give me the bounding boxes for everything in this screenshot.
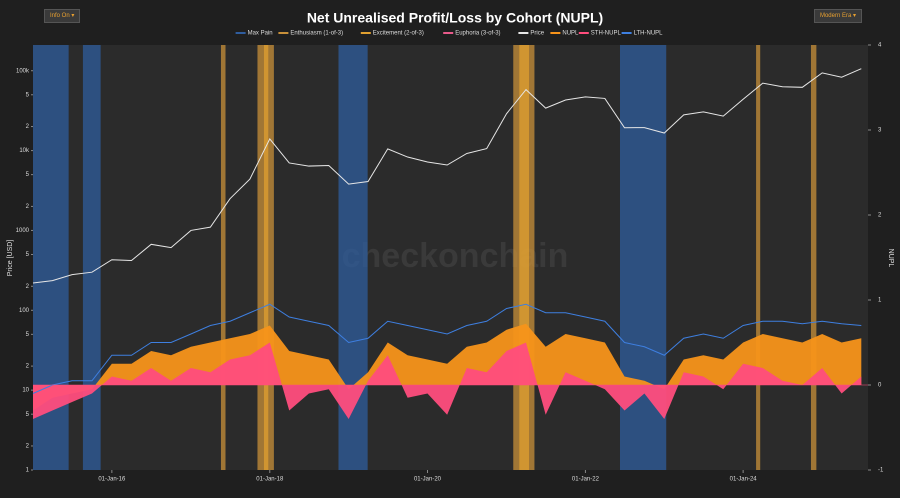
- legend-label: Enthusiasm (1-of-3): [290, 31, 343, 37]
- y2-tick-label: -1: [878, 468, 884, 474]
- y-tick-label: 5: [26, 252, 30, 258]
- x-tick-label: 01-Jan-24: [730, 477, 758, 483]
- legend-label: Excitement (2-of-3): [373, 31, 424, 37]
- regime-band: [220, 45, 226, 470]
- y-tick-label: 2: [26, 284, 30, 290]
- y2-tick-label: 0: [878, 383, 882, 389]
- y-tick-label: 1000: [16, 228, 30, 234]
- y-tick-label: 2: [26, 124, 30, 130]
- x-tick-label: 01-Jan-20: [414, 477, 442, 483]
- y-tick-label: 10: [22, 388, 29, 394]
- y-tick-label: 5: [26, 412, 30, 418]
- area: [33, 342, 862, 419]
- x-tick-label: 01-Jan-22: [572, 477, 600, 483]
- info-button[interactable]: Info On ▾: [44, 9, 81, 23]
- y-tick-label: 5: [26, 172, 30, 178]
- y2-tick-label: 4: [878, 43, 882, 49]
- y-tick-label: 1: [26, 468, 30, 474]
- legend-label: Euphoria (3-of-3): [455, 31, 500, 37]
- regime-band: [756, 45, 761, 470]
- legend-label: STH-NUPL: [591, 31, 622, 37]
- y2-tick-label: 3: [878, 128, 882, 134]
- legend-label: Price: [530, 31, 544, 37]
- y-axis-label: Price [USD]: [7, 240, 14, 277]
- y-tick-label: 2: [26, 204, 30, 210]
- legend-label: Max Pain: [248, 31, 273, 37]
- legend-label: NUPL: [562, 31, 579, 37]
- y-tick-label: 10k: [19, 148, 30, 154]
- y2-tick-label: 2: [878, 213, 882, 219]
- x-tick-label: 01-Jan-18: [256, 477, 284, 483]
- legend-label: LTH-NUPL: [634, 31, 664, 37]
- regime-band: [263, 45, 269, 470]
- area: [33, 323, 862, 411]
- line: [32, 68, 862, 284]
- era-dropdown[interactable]: Modern Era ▾: [813, 9, 862, 23]
- y-tick-label: 2: [26, 364, 30, 370]
- regime-band: [82, 45, 101, 470]
- y-tick-label: 5: [26, 332, 30, 338]
- x-tick-label: 01-Jan-16: [98, 477, 126, 483]
- y-tick-label: 100k: [16, 68, 30, 74]
- y-tick-label: 5: [26, 92, 30, 98]
- y2-tick-label: 1: [878, 298, 882, 304]
- line: [32, 303, 862, 394]
- regime-band: [519, 45, 530, 470]
- chart-title: Net Unrealised Profit/Loss by Cohort (NU…: [307, 10, 603, 26]
- regime-band: [810, 45, 817, 470]
- y2-axis-label: NUPL: [887, 249, 894, 268]
- y-tick-label: 2: [26, 444, 30, 450]
- y-tick-label: 100: [19, 308, 30, 314]
